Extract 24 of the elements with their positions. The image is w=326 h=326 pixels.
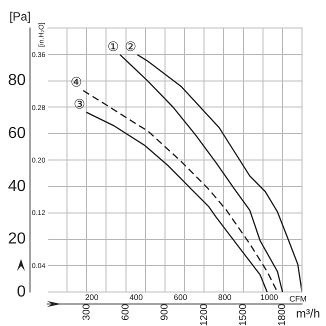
x-tick-label: 1200: [198, 303, 210, 326]
x2-axis-title: CFM: [289, 294, 307, 304]
x2-tick-label: 800: [218, 293, 232, 302]
x-tick-label: 1500: [238, 303, 249, 326]
x2-tick-label: 200: [85, 293, 99, 302]
y-tick-label: 80: [8, 72, 26, 90]
series-label: ①: [107, 38, 120, 54]
x2-tick-label: 600: [174, 293, 188, 302]
x2-tick-label: 400: [129, 293, 144, 302]
y-tick-label: 60: [8, 125, 26, 142]
x2-tick-label: 1000: [260, 293, 279, 302]
y-tick-label: 0: [16, 284, 26, 301]
line-series: [82, 90, 278, 292]
series-label: ③: [74, 96, 86, 112]
series-label: ④: [70, 74, 82, 90]
x-tick-label: 600: [120, 303, 132, 320]
x-tick-label: 900: [160, 303, 171, 320]
x-tick-label: 1800: [277, 303, 288, 326]
y-tick-label: 40: [8, 178, 26, 195]
x-tick-label: 300: [81, 303, 92, 320]
x-axis-title: m³/h: [296, 306, 320, 320]
series-label: ②: [124, 38, 136, 54]
y-tick-label: 20: [8, 230, 26, 248]
y-axis-title: [Pa]: [9, 9, 31, 24]
